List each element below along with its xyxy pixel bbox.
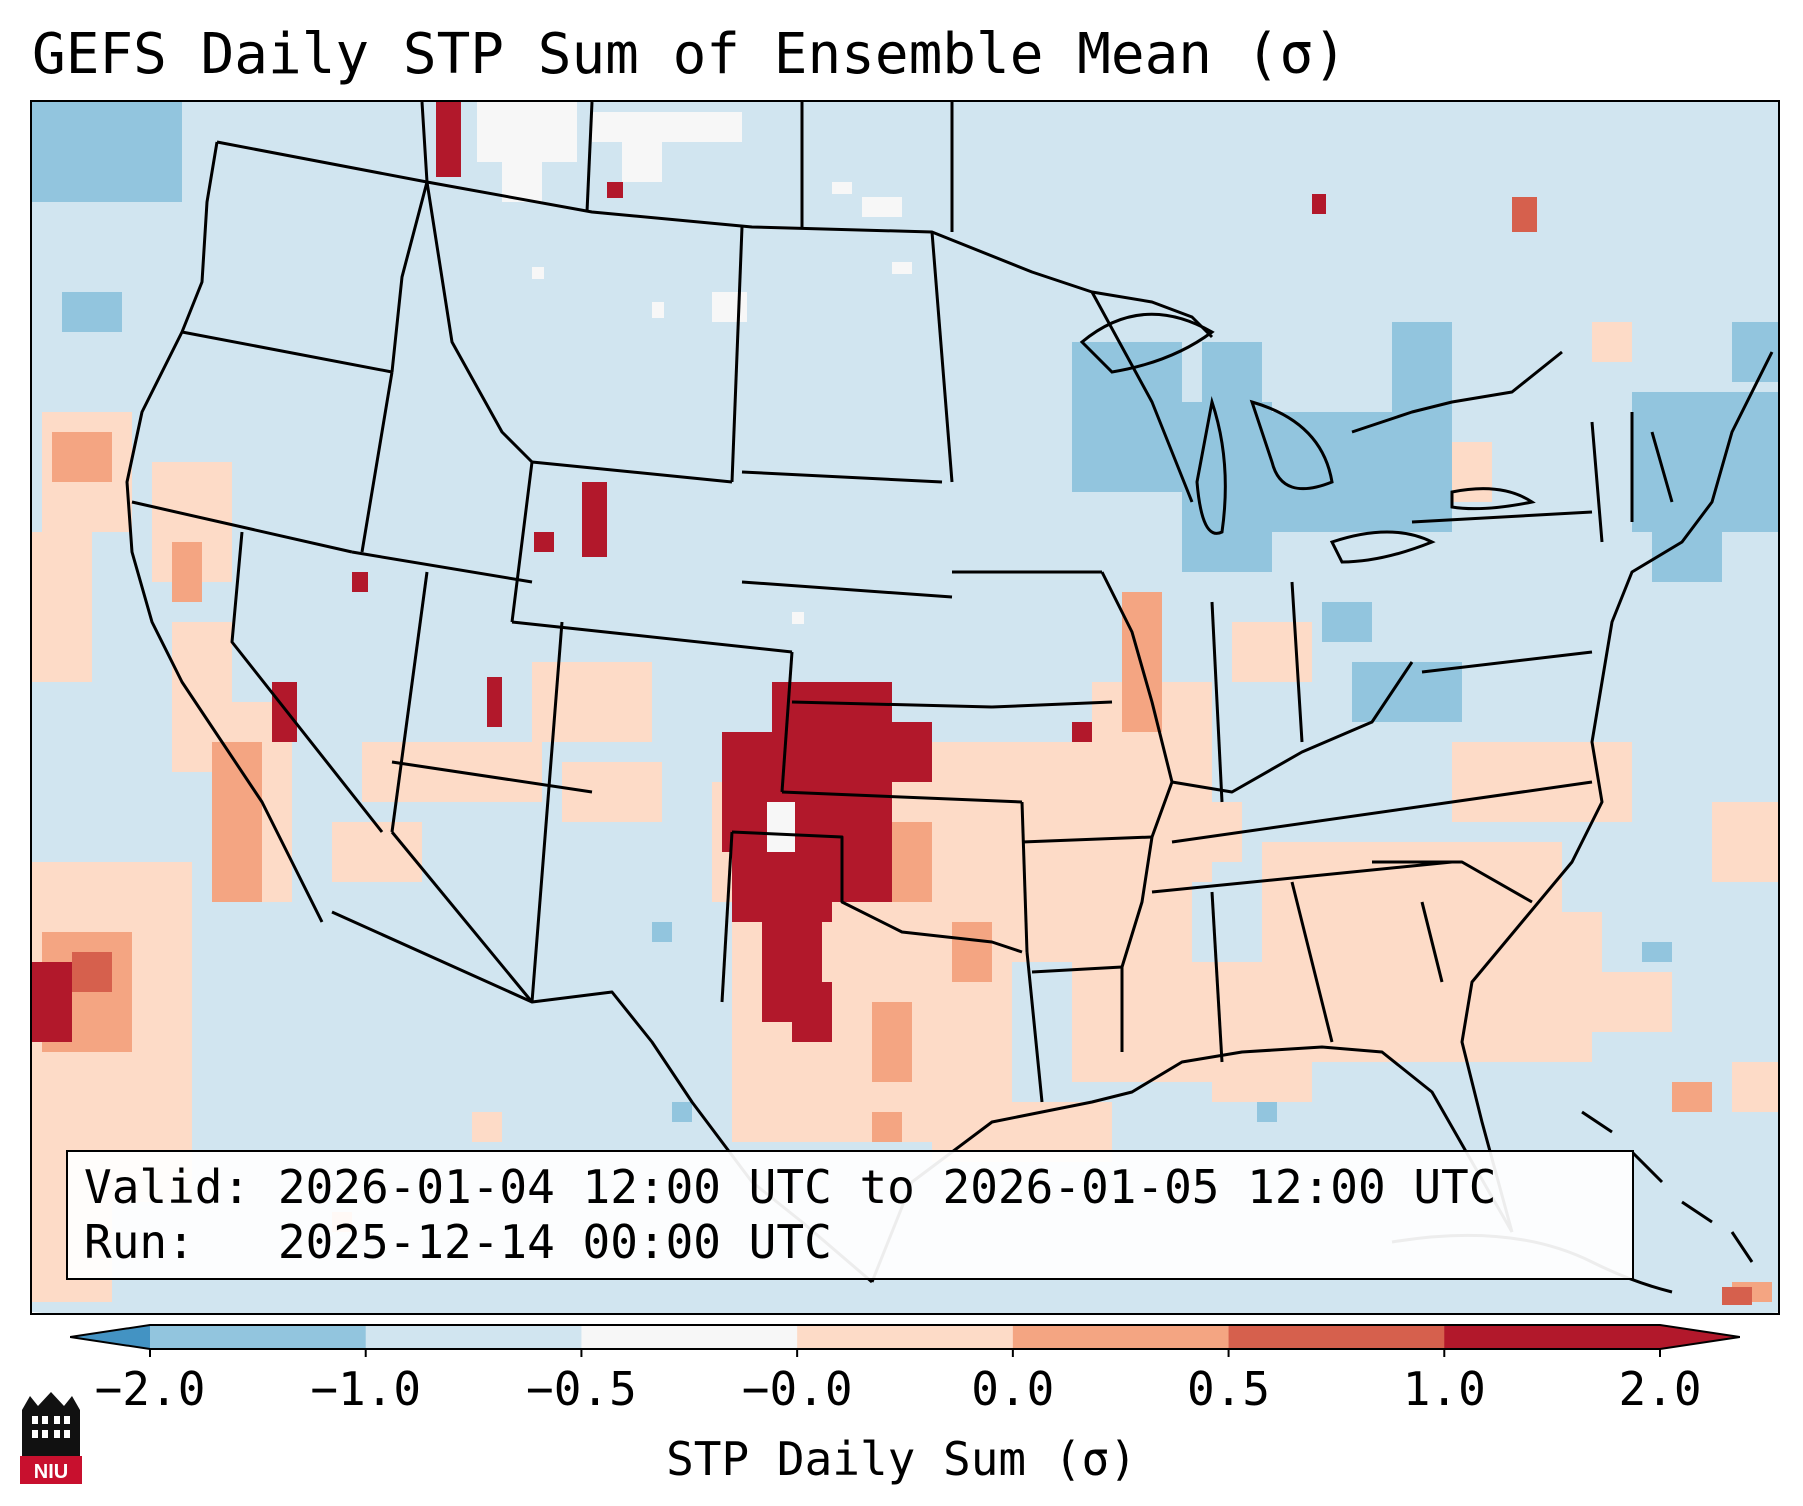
ne-ks-border <box>791 700 993 709</box>
us-canada-border-east <box>1351 350 1563 434</box>
pa-south-border <box>1421 650 1593 674</box>
negative-anomaly-cells <box>32 102 1778 1122</box>
colorbar-tick-label: 0.5 <box>1187 1362 1271 1416</box>
niu-logo: NIU <box>20 1392 82 1484</box>
colorbar-tick-label: −0.0 <box>741 1362 853 1416</box>
mt-south-divide <box>425 181 534 464</box>
nd-mn-border <box>930 231 954 483</box>
ok-tx-panhandle <box>731 830 1023 954</box>
colorbar-segment <box>1228 1325 1445 1349</box>
map-title: GEFS Daily STP Sum of Ensemble Mean (σ) <box>32 22 1347 87</box>
tx-la-border <box>1025 951 1044 1103</box>
lake-erie <box>1329 530 1436 564</box>
mississippi-river <box>1100 571 1174 1052</box>
ms-al-border <box>1210 891 1224 1063</box>
mt-east-border <box>730 226 744 483</box>
lake-superior <box>1079 312 1215 374</box>
valid-time-range: 2026-01-04 12:00 UTC to 2026-01-05 12:00… <box>277 1160 1497 1214</box>
colorbar-segment <box>581 1325 798 1349</box>
tn-south-border <box>1151 860 1453 894</box>
colorbar-tick-label: −0.5 <box>526 1362 637 1416</box>
white-near-zero-cells <box>477 102 912 624</box>
colorbar-label: STP Daily Sum (σ) <box>666 1432 1137 1486</box>
run-label: Run: <box>84 1215 195 1269</box>
ut-co-border <box>530 621 564 1003</box>
lake-huron <box>1249 399 1334 491</box>
province-line-2 <box>585 102 594 213</box>
colorbar-ticks <box>149 1349 1661 1357</box>
run-time: 2025-12-14 00:00 UTC <box>277 1215 832 1269</box>
wy-south-border <box>511 620 793 654</box>
colorbar-tick-label: 2.0 <box>1618 1362 1702 1416</box>
colorbar-extend-min <box>70 1325 150 1349</box>
ia-mo-border <box>991 700 1113 709</box>
colorbar-tick-label: 0.0 <box>971 1362 1055 1416</box>
great-lakes <box>1079 312 1536 564</box>
nv-east-border <box>390 571 429 833</box>
in-oh-border <box>1290 581 1304 743</box>
id-west-border <box>390 181 429 373</box>
white-hole-cell <box>767 802 795 852</box>
ohio-river <box>1171 661 1414 794</box>
ok-ar-border <box>1020 801 1029 953</box>
pacific-coastline <box>125 141 324 923</box>
al-ga-border <box>1290 881 1334 1043</box>
id-east-border <box>360 371 394 553</box>
us-canada-border <box>216 140 1214 339</box>
ks-ok-border <box>781 790 1023 804</box>
map-panel <box>30 100 1780 1315</box>
ga-sc-border <box>1420 901 1444 983</box>
colorbar-segment <box>797 1325 1014 1349</box>
colorbar-tick-label: −2.0 <box>94 1362 206 1416</box>
colorbar-tick-label: 1.0 <box>1402 1362 1486 1416</box>
colorbar-segment <box>365 1325 582 1349</box>
strong-positive-cells <box>72 197 1752 1305</box>
mt-wy-border <box>531 460 733 484</box>
ne-states <box>1590 412 1674 543</box>
sd-ne-border <box>741 580 953 599</box>
conus-map <box>32 102 1778 1313</box>
wi-mi-border <box>1090 291 1194 503</box>
colorbar-tick-label: −1.0 <box>310 1362 422 1416</box>
state-boundaries <box>125 102 1774 1284</box>
colorbar-segments <box>70 1324 1740 1350</box>
valid-run-info-box: Valid: 2026-01-04 12:00 UTC to 2026-01-0… <box>66 1150 1634 1280</box>
nd-sd-border <box>741 470 943 484</box>
svg-text:NIU: NIU <box>34 1461 68 1483</box>
colorbar-segment <box>1444 1325 1661 1349</box>
colorbar-segment <box>150 1325 367 1349</box>
id-south-border <box>351 550 533 584</box>
gulf-coast <box>870 1045 1514 1283</box>
az-ut-border <box>391 760 593 794</box>
valid-label: Valid: <box>84 1160 251 1214</box>
lake-michigan <box>1195 396 1227 535</box>
province-line-1 <box>420 102 429 183</box>
pa-ny-border <box>1411 510 1593 524</box>
or-south-border <box>131 500 353 554</box>
colorbar-extend-max <box>1660 1325 1740 1349</box>
wa-or-border <box>181 330 393 374</box>
wy-west-border <box>510 461 534 623</box>
ca-nv-border <box>230 531 384 833</box>
ky-tn-border <box>1171 780 1593 844</box>
mo-ar-border <box>1021 835 1153 844</box>
colorbar <box>70 1324 1740 1357</box>
atlantic-coast <box>1460 351 1774 1233</box>
colorbar-segment <box>1012 1325 1230 1349</box>
lake-ontario <box>1450 487 1536 511</box>
az-nm-border <box>390 831 534 1003</box>
il-in-border <box>1210 601 1224 803</box>
bahamas <box>1581 1110 1754 1263</box>
ar-la-border <box>1031 965 1123 974</box>
nm-east-border <box>720 831 734 1003</box>
co-east-border <box>780 651 794 793</box>
sc-nc-border <box>1372 860 1533 904</box>
